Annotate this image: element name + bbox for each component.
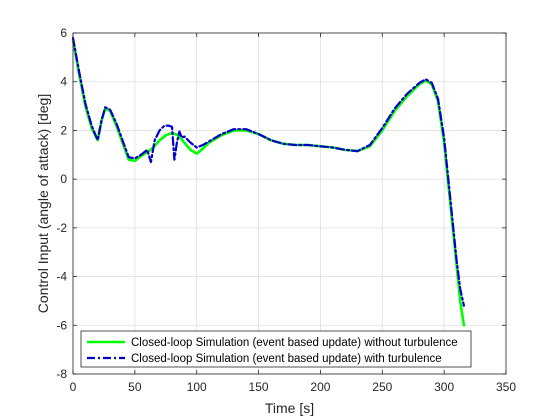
y-tick-label: 6 [60,26,67,40]
x-tick-label: 300 [434,380,454,394]
legend-label-with-turbulence: Closed-loop Simulation (event based upda… [131,353,442,365]
x-tick-label: 150 [249,380,269,394]
y-tick-label: -8 [56,367,67,381]
y-tick-label: -2 [56,221,67,235]
y-tick-label: -6 [56,318,67,332]
tick-labels: 0 50 100 150 200 250 300 350 -8 -6 -4 -2 0 2 4 6 [56,26,516,394]
axes-frame [72,32,507,375]
series-line-with-turbulence [71,36,465,307]
series-layer [71,36,466,327]
y-axis-label: Control Input (angle of attack) [deg] [35,94,51,313]
y-tick-label: 4 [60,75,67,89]
x-axis-label: Time [s] [265,400,314,416]
legend-box [80,330,472,368]
x-tick-label: 100 [187,380,207,394]
legend: Closed-loop Simulation (event based upda… [80,330,472,368]
x-tick-label: 50 [128,380,142,394]
x-tick-label: 250 [372,380,392,394]
legend-label-without-turbulence: Closed-loop Simulation (event based upda… [131,337,458,349]
ticks [72,32,507,375]
y-tick-label: 0 [60,172,67,186]
x-tick-label: 0 [70,380,77,394]
plot-area [73,33,506,374]
y-tick-label: 2 [60,123,67,137]
x-tick-label: 200 [310,380,330,394]
y-tick-label: -4 [56,270,67,284]
x-tick-label: 350 [496,380,516,394]
